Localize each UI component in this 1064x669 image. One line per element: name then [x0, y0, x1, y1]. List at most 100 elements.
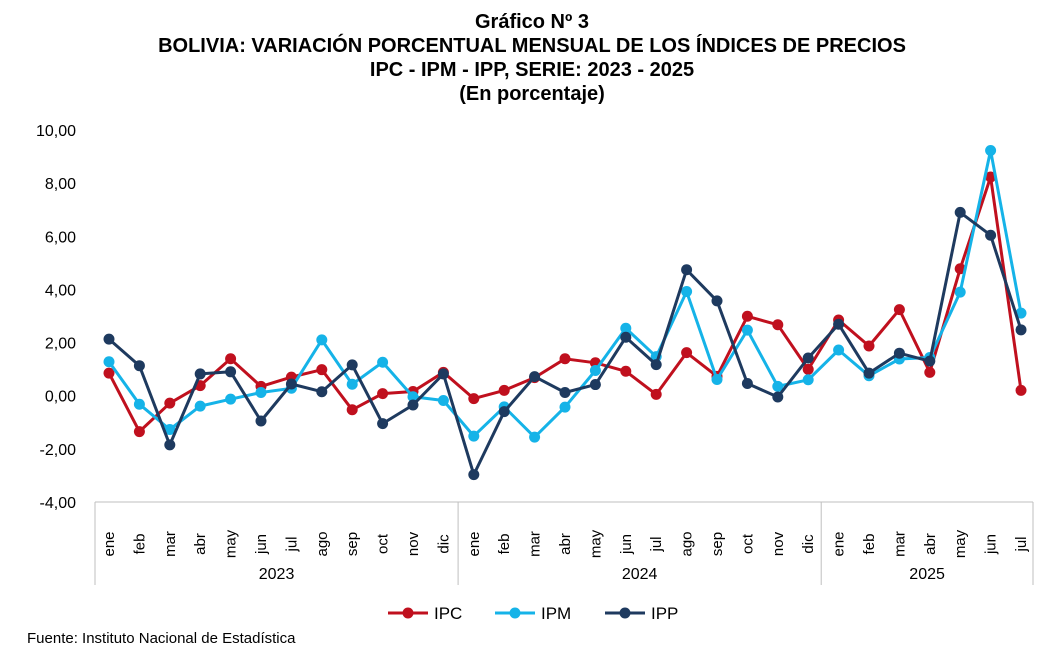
data-point-ipp: [985, 229, 997, 241]
data-point-ipc: [1015, 384, 1027, 396]
x-tick-label: mar: [891, 531, 908, 557]
year-label: 2023: [259, 566, 295, 583]
data-point-ipm: [711, 374, 723, 386]
x-tick-label: jun: [618, 534, 635, 555]
title-line-2: BOLIVIA: VARIACIÓN PORCENTUAL MENSUAL DE…: [158, 35, 906, 57]
data-point-ipc: [377, 388, 389, 400]
data-point-ipm: [833, 344, 845, 356]
data-point-ipp: [377, 418, 389, 430]
data-point-ipm: [225, 393, 237, 405]
data-point-ipp: [711, 295, 723, 307]
data-point-ipm: [194, 400, 206, 412]
x-tick-label: sep: [344, 532, 361, 556]
data-point-ipc: [225, 353, 237, 365]
data-point-ipc: [954, 263, 966, 275]
legend-label-ipm: IPM: [541, 604, 571, 623]
data-point-ipp: [346, 359, 358, 371]
y-tick-label: 6,00: [45, 229, 76, 246]
data-point-ipp: [681, 264, 693, 276]
data-point-ipp: [437, 368, 449, 380]
data-point-ipc: [985, 171, 997, 183]
data-point-ipc: [559, 353, 571, 365]
data-point-ipm: [377, 356, 389, 368]
x-tick-label: ene: [466, 531, 483, 556]
data-point-ipm: [741, 324, 753, 336]
legend-label-ipc: IPC: [434, 604, 462, 623]
data-point-ipm: [589, 364, 601, 376]
x-tick-label: mar: [527, 531, 544, 557]
source-note: Fuente: Instituto Nacional de Estadístic…: [27, 630, 296, 647]
data-point-ipp: [802, 352, 814, 364]
x-tick-label: feb: [131, 534, 148, 555]
data-point-ipc: [498, 384, 510, 396]
data-point-ipc: [103, 367, 115, 379]
x-tick-label: may: [952, 529, 969, 558]
y-tick-label: 2,00: [45, 336, 76, 353]
x-tick-label: sep: [709, 532, 726, 556]
data-point-ipc: [893, 304, 905, 316]
data-point-ipp: [498, 406, 510, 418]
data-point-ipc: [316, 364, 328, 376]
legend-marker-ipp: [619, 607, 631, 619]
x-tick-label: feb: [861, 534, 878, 555]
x-tick-label: jul: [283, 536, 300, 552]
x-tick-label: jun: [253, 534, 270, 555]
data-point-ipc: [924, 366, 936, 378]
legend: IPC IPM IPP: [388, 604, 678, 623]
data-point-ipp: [468, 469, 480, 481]
legend-marker-ipc: [402, 607, 414, 619]
data-point-ipp: [589, 379, 601, 391]
x-tick-label: feb: [496, 534, 513, 555]
data-point-ipm: [559, 401, 571, 413]
data-point-ipc: [133, 426, 145, 438]
title-line-1: Gráfico Nº 3: [474, 11, 589, 33]
series-ipp: [103, 206, 1027, 481]
x-tick-label: abr: [192, 533, 209, 555]
data-point-ipp: [285, 378, 297, 390]
y-axis-labels: 10,00 8,00 6,00 4,00 2,00 0,00 -2,00 -4,00: [36, 123, 76, 512]
x-tick-label: oct: [739, 533, 756, 554]
data-point-ipm: [802, 374, 814, 386]
data-point-ipc: [164, 397, 176, 409]
x-axis: ene feb mar abr may jun jul ago sep oct nov dic ene f…: [94, 501, 1034, 585]
x-tick-label: ene: [831, 531, 848, 556]
data-point-ipm: [407, 391, 419, 403]
data-point-ipp: [194, 368, 206, 380]
data-point-ipc: [620, 365, 632, 377]
data-point-ipp: [833, 318, 845, 330]
data-point-ipm: [346, 378, 358, 390]
title-line-4: (En porcentaje): [459, 83, 605, 105]
data-point-ipp: [255, 415, 267, 427]
x-tick-label: jul: [1013, 536, 1030, 552]
data-point-ipc: [681, 347, 693, 359]
y-tick-label: -4,00: [40, 495, 77, 512]
data-point-ipp: [741, 377, 753, 389]
x-tick-label: nov: [405, 531, 422, 556]
data-point-ipp: [924, 355, 936, 367]
data-point-ipm: [681, 286, 693, 298]
x-tick-label: abr: [557, 533, 574, 555]
data-point-ipm: [954, 286, 966, 298]
x-tick-label: jun: [983, 534, 1000, 555]
data-point-ipp: [863, 367, 875, 379]
x-tick-label: nov: [770, 531, 787, 556]
year-label: 2025: [909, 566, 945, 583]
data-point-ipm: [772, 380, 784, 392]
y-tick-label: 0,00: [45, 389, 76, 406]
data-point-ipm: [437, 394, 449, 406]
x-tick-label: ene: [101, 531, 118, 556]
data-point-ipp: [1015, 324, 1027, 336]
data-point-ipc: [772, 319, 784, 331]
data-point-ipm: [620, 322, 632, 334]
data-point-ipp: [650, 359, 662, 371]
x-tick-label: oct: [375, 533, 392, 554]
data-point-ipp: [772, 391, 784, 403]
data-point-ipp: [225, 366, 237, 378]
x-tick-label: mar: [162, 531, 179, 557]
x-tick-label: ago: [314, 531, 331, 556]
y-tick-label: 4,00: [45, 282, 76, 299]
x-tick-label: dic: [435, 534, 452, 554]
data-point-ipm: [1015, 307, 1027, 319]
x-tick-label: may: [223, 529, 240, 558]
data-point-ipm: [529, 431, 541, 443]
